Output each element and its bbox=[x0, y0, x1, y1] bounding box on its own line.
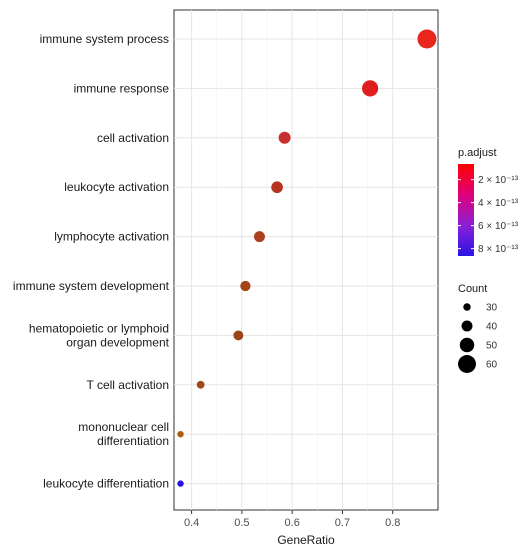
data-point bbox=[196, 380, 205, 389]
data-point bbox=[417, 29, 437, 49]
x-tick-label: 0.5 bbox=[234, 517, 249, 529]
p-adjust-legend: p.adjust 2 × 10⁻¹³ 4 × 10⁻¹³ 6 × 10⁻¹³ 8 × … bbox=[458, 147, 519, 256]
x-tick-label: 0.4 bbox=[184, 517, 199, 529]
data-point bbox=[254, 231, 265, 243]
data-point bbox=[233, 330, 244, 341]
category-label: immune system process bbox=[40, 32, 169, 46]
count-legend-dot bbox=[461, 320, 473, 332]
category-label: cell activation bbox=[97, 131, 169, 145]
category-labels: immune system process immune response cell… bbox=[13, 32, 170, 491]
colorbar-label: 2 × 10⁻¹³ bbox=[478, 175, 519, 186]
colorbar-label: 4 × 10⁻¹³ bbox=[478, 198, 519, 209]
count-legend-label: 50 bbox=[486, 341, 498, 352]
p-adjust-legend-title: p.adjust bbox=[458, 147, 497, 159]
category-label: leukocyte differentiation bbox=[43, 477, 169, 491]
count-legend-title: Count bbox=[458, 283, 487, 295]
data-point bbox=[240, 280, 251, 292]
count-legend-label: 40 bbox=[486, 322, 498, 333]
count-legend: Count 30 40 50 60 bbox=[458, 283, 498, 373]
x-tick-label: 0.7 bbox=[335, 517, 350, 529]
colorbar-label: 6 × 10⁻¹³ bbox=[478, 221, 519, 232]
x-tick-label: 0.6 bbox=[285, 517, 300, 529]
category-label: leukocyte activation bbox=[64, 180, 169, 194]
x-axis-ticks: 0.4 0.5 0.6 0.7 0.8 bbox=[184, 510, 400, 529]
count-legend-dot bbox=[459, 337, 475, 353]
count-legend-dot bbox=[463, 303, 471, 311]
data-point bbox=[177, 431, 184, 438]
count-legend-label: 60 bbox=[486, 360, 498, 371]
count-legend-label: 30 bbox=[486, 303, 498, 314]
category-label: lymphocyte activation bbox=[54, 230, 169, 244]
colorbar-label: 8 × 10⁻¹³ bbox=[478, 244, 519, 255]
category-label: T cell activation bbox=[87, 378, 169, 392]
x-tick-label: 0.8 bbox=[385, 517, 400, 529]
p-adjust-colorbar bbox=[458, 164, 474, 256]
data-points bbox=[177, 29, 437, 487]
data-point bbox=[278, 131, 291, 144]
category-label: hematopoietic or lymphoid organ developme… bbox=[29, 321, 170, 349]
x-axis-title: GeneRatio bbox=[277, 533, 335, 547]
category-label: immune response bbox=[74, 81, 170, 95]
category-label: immune system development bbox=[13, 279, 170, 293]
category-label: mononuclear cell differentiation bbox=[78, 420, 169, 448]
data-point bbox=[177, 480, 184, 487]
data-point bbox=[271, 181, 283, 194]
count-legend-dot bbox=[458, 355, 476, 373]
plot-panel bbox=[173, 9, 439, 511]
grid-lines bbox=[174, 10, 438, 510]
data-point bbox=[362, 80, 379, 97]
